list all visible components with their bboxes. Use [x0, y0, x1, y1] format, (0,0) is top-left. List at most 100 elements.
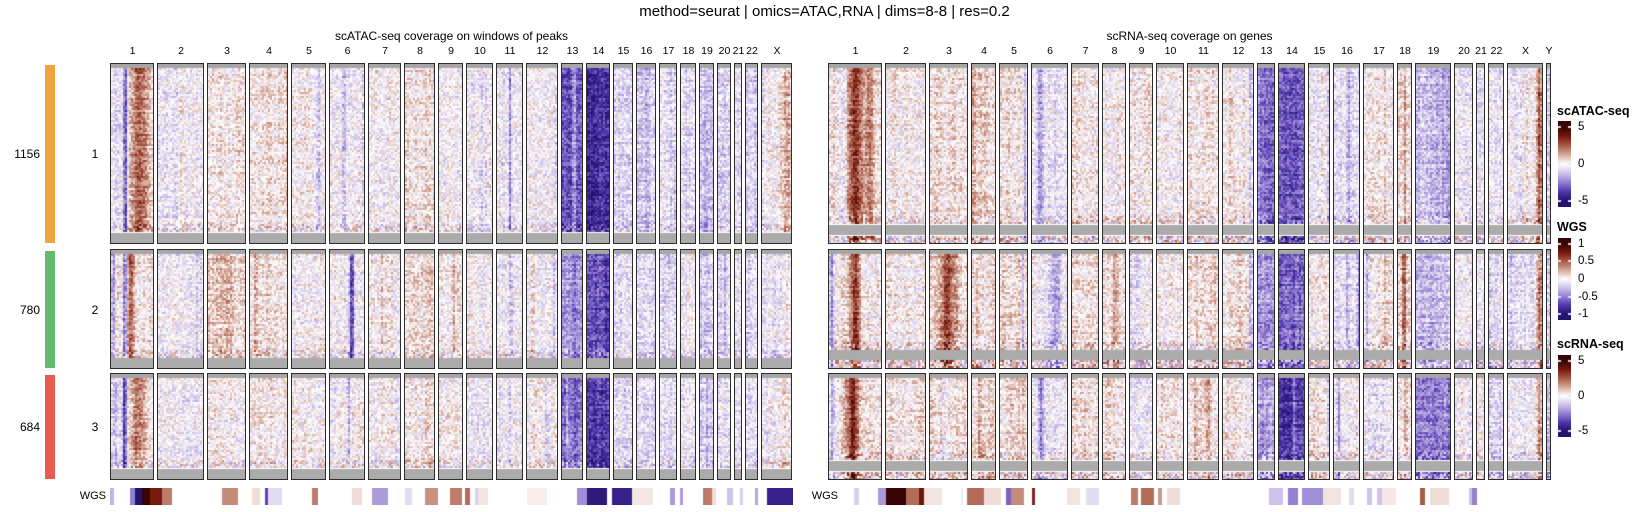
heatmap-rna-chr21-cluster2 [1476, 249, 1485, 369]
heatmap-canvas [718, 374, 730, 479]
heatmap-atac-chr10-cluster2 [466, 249, 493, 369]
heatmap-canvas [330, 64, 364, 243]
wgs-track-canvas [110, 488, 793, 505]
chrom-label-atac-14: 14 [592, 45, 605, 57]
heatmap-rna-chr20-cluster2 [1454, 249, 1473, 369]
heatmap-canvas [762, 250, 791, 368]
atac-panel: scATAC-seq coverage on windows of peaks … [80, 0, 793, 512]
legend-tick-label: 0 [1578, 158, 1585, 170]
heatmap-canvas [250, 64, 287, 243]
heatmap-canvas [1032, 64, 1067, 243]
chrom-label-atac-16: 16 [640, 45, 653, 57]
chrom-label-rna-21: 21 [1475, 45, 1487, 57]
heatmap-rna-chr5-cluster2 [999, 249, 1028, 369]
heatmap-atac-chr2-cluster2 [157, 249, 204, 369]
chrom-label-atac-11: 11 [504, 45, 516, 57]
heatmap-atac-chr3-cluster2 [207, 249, 246, 369]
heatmap-canvas [1032, 374, 1067, 479]
heatmap-canvas [1072, 374, 1098, 479]
heatmap-canvas [1364, 374, 1393, 479]
chrom-label-atac-8: 8 [417, 45, 423, 57]
legend-tick-label: 1 [1578, 238, 1585, 250]
heatmap-canvas [886, 250, 925, 368]
chrom-label-rna-13: 13 [1260, 45, 1273, 57]
heatmap-atac-chr3-cluster1 [207, 63, 246, 244]
heatmap-canvas [587, 374, 609, 479]
heatmap-atac-chr11-cluster2 [496, 249, 523, 369]
heatmap-rna-chr19-cluster3 [1415, 373, 1451, 480]
chrom-label-rna-22: 22 [1490, 45, 1503, 57]
heatmap-canvas [527, 374, 557, 479]
heatmap-rna-chr15-cluster2 [1308, 249, 1330, 369]
heatmap-rna-chr2-cluster3 [885, 373, 926, 480]
legend-tick-label: -1 [1578, 308, 1589, 320]
heatmap-rna-chr17-cluster3 [1363, 373, 1394, 480]
heatmap-rna-chr16-cluster3 [1333, 373, 1360, 480]
heatmap-rna-chr17-cluster2 [1363, 249, 1394, 369]
chrom-label-rna-14: 14 [1286, 45, 1298, 57]
heatmap-canvas [1398, 250, 1411, 368]
heatmap-canvas [405, 374, 434, 479]
heatmap-rna-chr19-cluster2 [1415, 249, 1451, 369]
heatmap-canvas [1103, 64, 1125, 243]
heatmap-atac-chr17-cluster3 [659, 373, 677, 480]
heatmap-atac-chr4-cluster3 [249, 373, 288, 480]
heatmap-atac-chr5-cluster1 [291, 63, 326, 244]
heatmap-canvas [1258, 374, 1274, 479]
heatmap-canvas [1000, 64, 1027, 243]
heatmap-atac-chr13-cluster2 [561, 249, 583, 369]
heatmap-canvas [587, 64, 609, 243]
heatmap-canvas [1489, 374, 1503, 479]
heatmap-rna-chr5-cluster1 [999, 63, 1028, 244]
heatmap-rna-chr12-cluster3 [1222, 373, 1254, 480]
heatmap-atac-chr20-cluster3 [717, 373, 731, 480]
heatmap-canvas [1223, 64, 1253, 243]
heatmap-rna-chr16-cluster1 [1333, 63, 1360, 244]
heatmap-canvas [1279, 250, 1304, 368]
heatmap-rna-chr14-cluster3 [1278, 373, 1305, 480]
chrom-label-atac-13: 13 [566, 45, 579, 57]
figure-title: method=seurat | omics=ATAC,RNA | dims=8-… [639, 3, 1010, 20]
chrom-label-atac-20: 20 [718, 45, 731, 57]
chrom-label-rna-20: 20 [1458, 45, 1470, 57]
chrom-label-atac-4: 4 [266, 45, 272, 57]
heatmap-atac-chr6-cluster3 [329, 373, 365, 480]
heatmap-canvas [369, 64, 400, 243]
heatmap-atac-chr2-cluster1 [157, 63, 204, 244]
heatmap-canvas [614, 64, 632, 243]
heatmap-canvas [562, 250, 582, 368]
heatmap-atac-chr7-cluster3 [368, 373, 401, 480]
heatmap-rna-chr12-cluster2 [1222, 249, 1254, 369]
heatmap-rna-chrX-cluster3 [1507, 373, 1543, 480]
chrom-label-rna-12: 12 [1232, 45, 1245, 57]
heatmap-atac-chr10-cluster3 [466, 373, 493, 480]
chrom-label-rna-X: X [1521, 45, 1529, 57]
heatmap-canvas [1188, 250, 1218, 368]
heatmap-rna-chr18-cluster3 [1397, 373, 1412, 480]
heatmap-canvas [1477, 374, 1484, 479]
chrom-label-rna-19: 19 [1427, 45, 1440, 57]
heatmap-atac-chr2-cluster3 [157, 373, 204, 480]
legend-title-2: scRNA-seq [1557, 337, 1624, 351]
legend-tick-label: 5 [1578, 121, 1585, 133]
heatmap-atac-chr18-cluster3 [680, 373, 696, 480]
heatmap-atac-chr14-cluster3 [586, 373, 610, 480]
heatmap-rna-chr13-cluster1 [1257, 63, 1275, 244]
heatmap-canvas [1477, 64, 1484, 243]
heatmap-rna-chr7-cluster1 [1071, 63, 1099, 244]
legend-title-1: WGS [1557, 220, 1587, 234]
heatmap-atac-chr12-cluster1 [526, 63, 558, 244]
heatmap-canvas [1455, 250, 1472, 368]
legend-tick-label: -5 [1578, 195, 1589, 207]
wgs-track-rna [842, 488, 1551, 510]
heatmap-rna-chr8-cluster2 [1102, 249, 1126, 369]
heatmap-rna-chr18-cluster1 [1397, 63, 1412, 244]
chrom-label-atac-2: 2 [178, 45, 184, 57]
chrom-label-rna-Y: Y [1545, 45, 1553, 57]
wgs-track-canvas [842, 488, 1551, 505]
heatmap-rna-chr22-cluster2 [1488, 249, 1504, 369]
legend-colorbar-canvas [1558, 355, 1571, 437]
heatmap-atac-chr1-cluster2 [110, 249, 154, 369]
heatmap-atac-chr6-cluster2 [329, 249, 365, 369]
